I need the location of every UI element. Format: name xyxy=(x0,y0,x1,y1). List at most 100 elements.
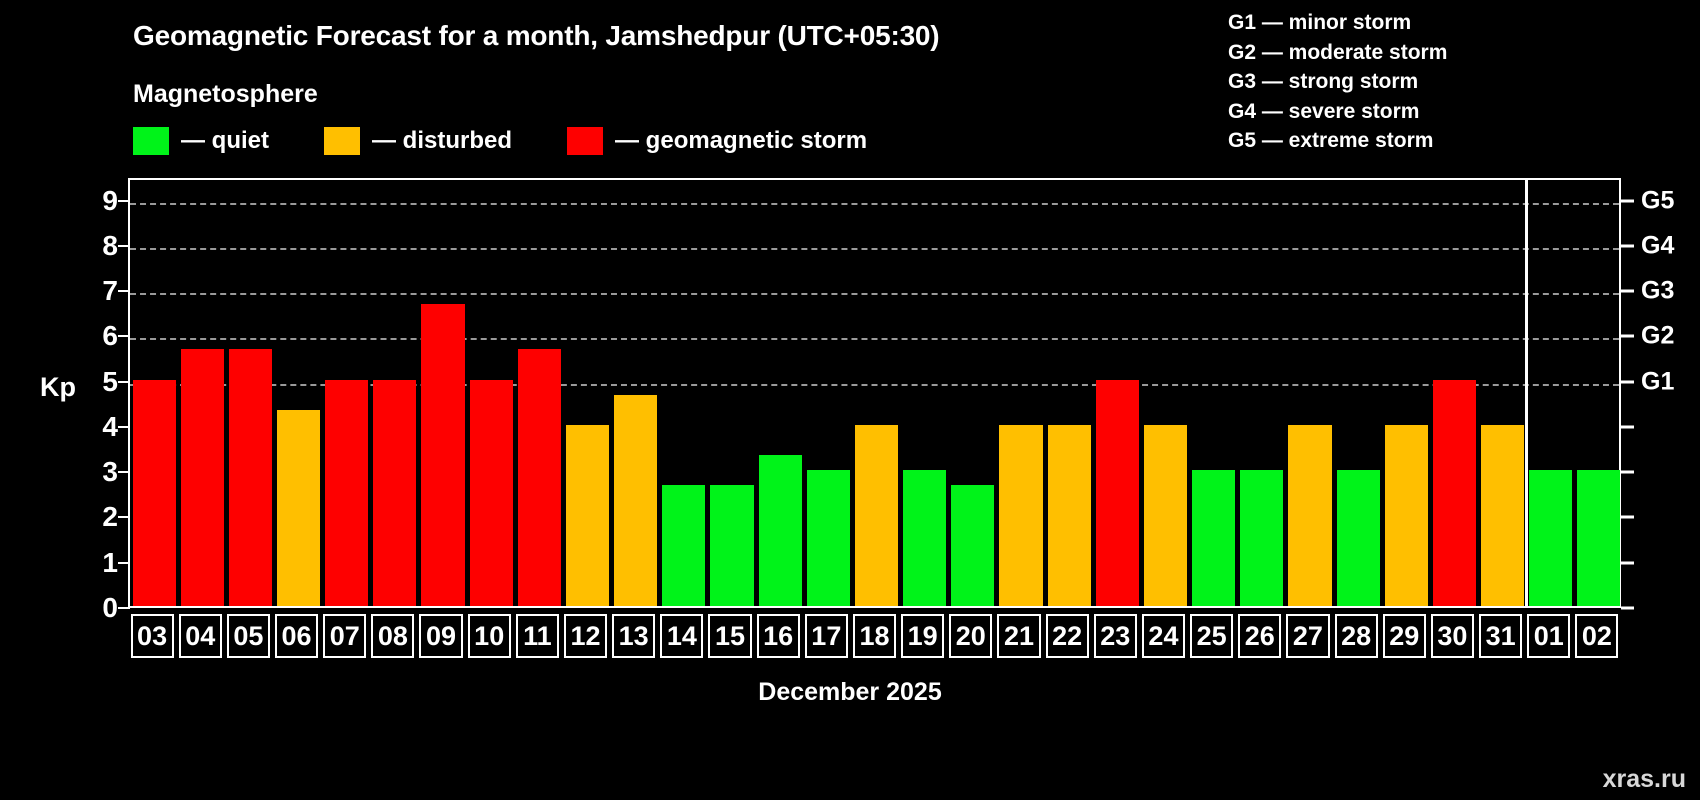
y-tick-label-8: 8 xyxy=(102,229,118,261)
y-tick-mark-0 xyxy=(118,607,130,609)
bar-day-06[interactable] xyxy=(276,410,321,606)
g-axis-tick-mark-kp-9 xyxy=(1621,199,1634,203)
bar-day-19[interactable] xyxy=(903,470,947,606)
g-axis-tick-mark-kp-2 xyxy=(1621,515,1634,519)
bar-day-04[interactable] xyxy=(180,349,224,606)
x-axis-label-23: 23 xyxy=(1093,614,1137,658)
x-axis-label-13: 13 xyxy=(612,614,656,658)
y-tick-mark-8 xyxy=(118,244,130,247)
bar-day-12[interactable] xyxy=(565,424,610,606)
bar-day-03[interactable] xyxy=(132,379,176,606)
gridline-kp-6 xyxy=(130,338,1619,341)
x-axis-label-21: 21 xyxy=(997,614,1041,658)
bar-day-30[interactable] xyxy=(1432,379,1476,606)
y-tick-label-0: 0 xyxy=(102,592,118,623)
y-tick-mark-5 xyxy=(118,380,130,383)
x-axis-label-31: 31 xyxy=(1479,614,1523,658)
x-axis-label-14: 14 xyxy=(660,614,704,658)
legend-label-quiet: — quiet xyxy=(181,127,269,154)
x-axis-label-20: 20 xyxy=(949,614,993,658)
y-axis: 0 1 2 3 4 5 6 7 8 9 xyxy=(78,178,130,623)
watermark: xras.ru xyxy=(1602,765,1686,793)
plot-area xyxy=(128,178,1621,608)
bar-day-07[interactable] xyxy=(325,379,369,606)
g-scale-axis: G1 G2 G3 G4 G5 xyxy=(1621,178,1699,610)
page-title: Geomagnetic Forecast for a month, Jamshe… xyxy=(133,20,940,51)
x-axis-label-07: 07 xyxy=(323,614,367,658)
legend-label-disturbed: — disturbed xyxy=(372,127,513,154)
x-axis-label-29: 29 xyxy=(1382,614,1426,658)
g-axis-tick-mark-kp-8 xyxy=(1621,244,1634,248)
bar-day-02[interactable] xyxy=(1577,470,1621,606)
x-axis-label-02: 02 xyxy=(1575,614,1619,658)
bar-day-31[interactable] xyxy=(1481,424,1525,606)
x-axis-label-26: 26 xyxy=(1238,614,1282,658)
bar-day-09[interactable] xyxy=(421,304,465,606)
bar-day-15[interactable] xyxy=(710,485,754,606)
bar-day-16[interactable] xyxy=(758,455,802,606)
bar-day-28[interactable] xyxy=(1336,470,1380,606)
x-axis-label-15: 15 xyxy=(708,614,752,658)
legend-label-storm: — geomagnetic storm xyxy=(615,127,868,154)
x-axis-label-03: 03 xyxy=(130,614,174,658)
bar-day-17[interactable] xyxy=(806,470,850,606)
x-axis-label-05: 05 xyxy=(226,614,270,658)
x-axis-label-08: 08 xyxy=(371,614,415,658)
bar-day-08[interactable] xyxy=(373,379,417,606)
gscale-line-g2: G2 — moderate storm xyxy=(1228,40,1448,64)
x-axis-label-24: 24 xyxy=(1141,614,1186,658)
legend-swatch-quiet-icon xyxy=(133,127,169,155)
y-tick-mark-1 xyxy=(118,561,130,564)
gscale-line-g3: G3 — strong storm xyxy=(1228,70,1419,93)
x-axis-label-11: 11 xyxy=(515,614,559,658)
gscale-line-g5: G5 — extreme storm xyxy=(1228,129,1434,152)
legend-swatch-storm-icon xyxy=(567,127,604,155)
x-axis-label-16: 16 xyxy=(756,614,800,658)
g-axis-tick-mark-kp-7 xyxy=(1621,289,1634,293)
g-axis-tick-mark-kp-6 xyxy=(1621,334,1634,338)
bar-day-18[interactable] xyxy=(854,424,899,606)
bar-day-26[interactable] xyxy=(1240,470,1284,606)
gridline-kp-5 xyxy=(130,383,1619,386)
y-tick-mark-6 xyxy=(118,335,130,338)
y-tick-label-6: 6 xyxy=(102,320,118,352)
bar-day-10[interactable] xyxy=(469,379,513,606)
legend-item-quiet: — quiet xyxy=(133,126,269,156)
x-axis-label-04: 04 xyxy=(178,614,222,658)
x-axis-title: December 2025 xyxy=(758,678,942,706)
bar-day-25[interactable] xyxy=(1192,470,1236,606)
y-tick-mark-2 xyxy=(118,516,130,519)
x-axis-label-06: 06 xyxy=(274,614,319,658)
month-divider-line xyxy=(1525,180,1529,606)
legend-swatch-disturbed-icon xyxy=(324,127,360,155)
x-axis-label-01: 01 xyxy=(1527,614,1571,658)
magnetosphere-legend: — quiet — disturbed — geomagnetic storm xyxy=(133,126,867,156)
g-axis-label-g3: G3 xyxy=(1641,276,1675,305)
bar-day-13[interactable] xyxy=(614,394,658,606)
bar-day-21[interactable] xyxy=(999,424,1043,606)
bar-day-01[interactable] xyxy=(1529,470,1573,606)
bar-day-05[interactable] xyxy=(228,349,272,606)
bar-day-27[interactable] xyxy=(1288,424,1332,606)
gridlines-layer xyxy=(130,180,1619,606)
bar-day-24[interactable] xyxy=(1143,424,1188,606)
bar-day-29[interactable] xyxy=(1384,424,1428,606)
legend-spacer xyxy=(269,141,324,142)
x-axis-label-18: 18 xyxy=(852,614,897,658)
bar-day-11[interactable] xyxy=(517,349,561,606)
bar-day-20[interactable] xyxy=(951,485,995,606)
gridline-kp-8 xyxy=(130,247,1619,250)
g-axis-tick-mark-kp-1 xyxy=(1621,561,1634,565)
y-tick-label-2: 2 xyxy=(102,501,118,533)
legend-item-disturbed: — disturbed xyxy=(324,126,512,156)
bar-day-22[interactable] xyxy=(1047,424,1091,606)
bar-day-23[interactable] xyxy=(1095,379,1139,606)
y-tick-label-4: 4 xyxy=(102,410,118,442)
bar-day-14[interactable] xyxy=(662,485,706,606)
g-axis-tick-mark-kp-4 xyxy=(1621,425,1634,429)
legend-item-storm: — geomagnetic storm xyxy=(567,126,867,156)
y-tick-label-9: 9 xyxy=(102,184,118,216)
y-tick-mark-3 xyxy=(118,471,130,474)
x-axis-label-22: 22 xyxy=(1045,614,1089,658)
gridline-kp-9 xyxy=(130,202,1619,205)
